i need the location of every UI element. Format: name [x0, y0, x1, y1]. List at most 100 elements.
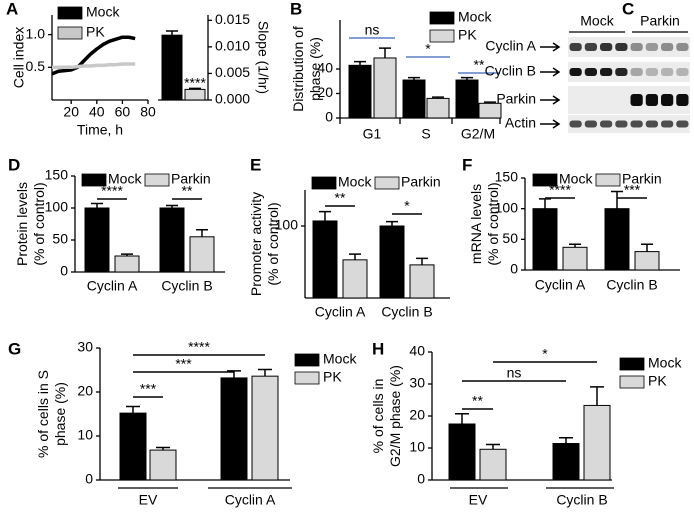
y-axis-label: Protein levels	[14, 182, 30, 266]
bar	[532, 208, 558, 271]
legend-swatch	[57, 6, 83, 20]
legend-swatch	[294, 353, 320, 367]
blot-band	[584, 68, 597, 76]
error-bar	[569, 243, 581, 248]
x-tick-label: Cyclin B	[556, 492, 607, 508]
bar	[159, 207, 185, 273]
blot-band	[661, 43, 674, 51]
error-bar	[166, 30, 178, 36]
error-bar	[258, 368, 272, 377]
blot-strip	[568, 37, 690, 57]
significance-label: *	[404, 198, 410, 214]
legend-label: Mock	[108, 171, 142, 187]
blot-strip	[568, 62, 690, 82]
panel-letter: D	[8, 155, 20, 174]
y-tick-label: 30	[77, 339, 93, 355]
panel-letter: C	[622, 0, 634, 18]
bar	[348, 64, 372, 119]
legend-label: PK	[323, 369, 342, 385]
blot-band	[661, 120, 674, 128]
bar	[552, 443, 580, 481]
x-tick-label: G2/M	[461, 126, 495, 142]
y-tick-label: 20	[77, 383, 93, 399]
y-tick-label: 0	[417, 471, 425, 487]
x-tick-label: Cyclin B	[161, 278, 212, 294]
y-tick-label: 10	[77, 427, 93, 443]
error-bar	[319, 210, 331, 221]
blot-band	[676, 43, 689, 51]
legend-swatch	[311, 176, 337, 190]
significance-label: **	[474, 57, 485, 73]
legend-label: Mock	[338, 174, 372, 190]
y-tick-label: 0.015	[215, 11, 250, 27]
significance-label: *	[542, 346, 548, 362]
blot-band	[645, 94, 658, 106]
significance-label: ****	[184, 75, 206, 91]
blot-band	[676, 94, 689, 106]
y-tick-label: 0.000	[215, 91, 250, 107]
x-tick-label: S	[421, 126, 430, 142]
legend-label: Mock	[86, 4, 120, 20]
bar	[119, 412, 147, 481]
bar	[373, 57, 397, 119]
significance-label: ns	[365, 22, 380, 38]
y-tick-label: 10	[409, 439, 425, 455]
blot-band	[645, 120, 658, 128]
legend-swatch	[619, 357, 645, 371]
y-tick-label: 0	[85, 471, 93, 487]
significance-label: *	[425, 41, 431, 57]
blot-band	[630, 43, 643, 51]
line-series	[52, 62, 136, 70]
legend-swatch	[532, 173, 558, 187]
blot-band	[661, 68, 674, 76]
blot-band	[630, 68, 643, 76]
legend-swatch	[374, 176, 400, 190]
x-tick-label: 20	[63, 104, 79, 120]
bar	[455, 79, 479, 119]
x-tick-label: Cyclin A	[225, 492, 276, 508]
legend-label: PK	[458, 27, 477, 43]
panel-letter: E	[250, 155, 261, 174]
legend-label: Parkin	[401, 174, 441, 190]
bar	[342, 259, 368, 299]
error-bar	[486, 443, 500, 450]
blot-arrow	[540, 67, 561, 77]
bar	[251, 375, 279, 481]
blot-strip	[568, 115, 690, 133]
y-tick-label: 150	[45, 167, 69, 183]
error-bar	[539, 198, 551, 209]
x-tick-label: Cyclin A	[87, 278, 138, 294]
x-axis-label: Time, h	[77, 122, 123, 138]
blot-band	[569, 68, 582, 76]
y-tick-label: 100	[275, 217, 299, 233]
y-tick-label: 20	[409, 407, 425, 423]
y-tick-label: 50	[502, 230, 518, 246]
y-tick-label: 40	[409, 343, 425, 359]
y-axis-label: mRNA levels	[468, 184, 484, 264]
legend-label: Mock	[648, 355, 682, 371]
blot-band	[630, 94, 643, 106]
y-tick-label: 0	[510, 261, 518, 277]
panel-letter: F	[462, 155, 472, 174]
blot-band	[615, 43, 628, 51]
error-bar	[611, 190, 623, 209]
blot-row-label: Cyclin B	[485, 63, 536, 79]
significance-label: ****	[101, 183, 123, 199]
panel-letter: B	[290, 0, 302, 18]
bar	[184, 88, 206, 101]
error-bar	[386, 220, 398, 226]
bar	[149, 449, 177, 481]
y-axis-label: Promoter activity	[248, 192, 264, 296]
x-tick-label: 80	[140, 104, 156, 120]
y-tick-label: 0	[325, 109, 333, 125]
panel-letter: A	[6, 0, 18, 18]
y-tick-label: 40	[317, 60, 333, 76]
bar	[562, 246, 588, 271]
blot-band	[615, 120, 628, 128]
blot-row-label: Actin	[505, 115, 536, 131]
y-axis-label: Distribution of	[290, 26, 306, 112]
legend-label: PK	[86, 24, 105, 40]
y-tick-label: 1.0	[26, 25, 46, 41]
significance-label: **	[335, 190, 346, 206]
error-bar	[455, 413, 469, 424]
